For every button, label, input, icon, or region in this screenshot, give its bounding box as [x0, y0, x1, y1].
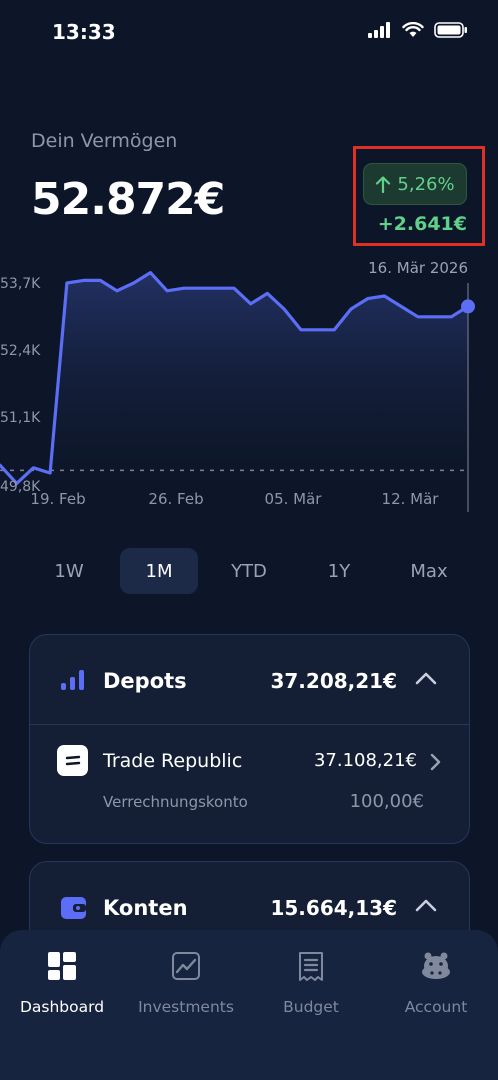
tab-label-investments: Investments: [138, 998, 234, 1016]
account-value: 37.108,21€: [313, 750, 417, 771]
status-bar: 13:33: [0, 0, 498, 64]
tab-dashboard[interactable]: Dashboard: [0, 930, 124, 1030]
change-absolute: +2.641€: [377, 213, 467, 235]
range-tab-1y[interactable]: 1Y: [327, 560, 351, 582]
range-selector: 1W 1M YTD 1Y Max: [30, 548, 468, 596]
net-worth-chart[interactable]: 16. Mär 2026 53,7K 52,4K 51,1K 49,8K 19. Feb 2…: [0, 250, 498, 520]
trade-republic-logo-icon: [57, 745, 88, 776]
bar-chart-icon: [61, 670, 84, 690]
y-tick-label: 51,1K: [0, 410, 41, 426]
y-tick-label: 52,4K: [0, 343, 41, 359]
chevron-right-icon[interactable]: [429, 753, 441, 771]
change-percent-badge: 5,26%: [363, 163, 467, 205]
range-tab-max[interactable]: Max: [410, 560, 448, 582]
net-worth-label: Dein Vermögen: [31, 130, 178, 152]
wifi-icon: [402, 22, 424, 37]
depots-header[interactable]: Depots 37.208,21€: [30, 635, 469, 725]
depots-total: 37.208,21€: [270, 669, 397, 693]
x-tick-label: 26. Feb: [148, 490, 203, 508]
battery-icon: [434, 22, 467, 38]
konten-total: 15.664,13€: [270, 896, 397, 920]
depots-title: Depots: [103, 669, 187, 693]
konten-title: Konten: [103, 896, 188, 920]
status-icons: [368, 22, 468, 38]
sub-account-value: 100,00€: [349, 791, 424, 812]
range-tab-1m[interactable]: 1M: [120, 548, 198, 594]
chevron-up-icon[interactable]: [415, 898, 437, 912]
y-tick-label: 53,7K: [0, 276, 41, 292]
chart-area: [0, 272, 468, 510]
receipt-icon: [299, 952, 323, 981]
tab-investments[interactable]: Investments: [124, 930, 248, 1030]
change-percent: 5,26%: [397, 173, 455, 195]
status-time: 13:33: [52, 20, 116, 44]
x-tick-label: 19. Feb: [30, 490, 85, 508]
chart-date-label: 16. Mär 2026: [368, 259, 468, 277]
depots-card: Depots 37.208,21€ Trade Republic 37.108,…: [29, 634, 470, 844]
tab-label-budget: Budget: [283, 998, 339, 1016]
dashboard-icon: [48, 952, 76, 980]
net-worth-total: 52.872€: [31, 174, 225, 225]
account-name: Trade Republic: [103, 750, 243, 772]
signal-icon: [368, 22, 390, 38]
sub-account-name: Verrechnungskonto: [103, 793, 248, 811]
tab-label-account: Account: [404, 998, 468, 1016]
wallet-icon: [61, 897, 86, 919]
arrow-up-icon: [376, 176, 391, 193]
divider: [30, 724, 469, 725]
chart-series-line: [0, 271, 470, 485]
range-tab-1w[interactable]: 1W: [54, 560, 84, 582]
tab-account[interactable]: Account: [374, 930, 498, 1030]
chart-cursor-point: [461, 299, 475, 314]
tab-label-dashboard: Dashboard: [19, 998, 105, 1016]
bottom-tab-bar: Dashboard Investments Budget Account: [0, 930, 498, 1080]
konten-header[interactable]: Konten 15.664,13€: [30, 862, 469, 952]
range-tab-ytd[interactable]: YTD: [231, 560, 267, 582]
tab-budget[interactable]: Budget: [249, 930, 373, 1030]
hippo-avatar-icon: [422, 952, 450, 979]
chevron-up-icon[interactable]: [415, 671, 437, 685]
y-tick-label: 49,8K: [0, 479, 41, 495]
x-tick-label: 12. Mär: [382, 490, 440, 508]
trend-chart-icon: [172, 952, 200, 980]
change-highlight-box: [353, 146, 485, 246]
x-tick-label: 05. Mär: [265, 490, 323, 508]
